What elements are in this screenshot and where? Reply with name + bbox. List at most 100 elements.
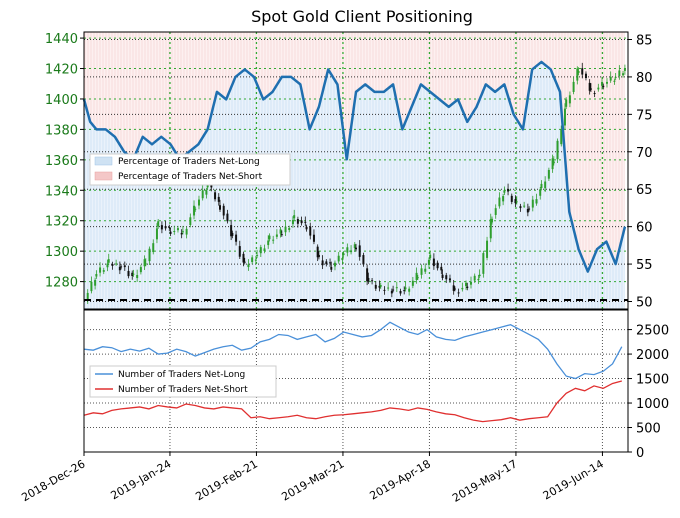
candle-body: [341, 257, 344, 261]
candle-body: [132, 273, 135, 275]
candle-body: [601, 81, 604, 86]
candle-body: [528, 208, 531, 210]
candle-body: [197, 199, 200, 206]
candle-body: [355, 247, 357, 250]
candle-body: [371, 280, 374, 282]
candle-body: [243, 261, 246, 263]
candle-body: [293, 215, 296, 219]
candle-body: [395, 287, 398, 289]
candle-body: [408, 288, 411, 292]
candle-body: [563, 108, 566, 126]
candle-body: [366, 268, 369, 282]
count-net-short-line: [83, 380, 622, 423]
candle-body: [404, 287, 407, 290]
count-tick-label: 1000: [636, 397, 669, 412]
candle-body: [210, 184, 213, 188]
candle-body: [279, 229, 282, 234]
candle-body: [572, 81, 575, 92]
candle-body: [284, 226, 287, 233]
date-tick-label: 2018-Dec-26: [19, 457, 87, 504]
candle-body: [111, 264, 114, 266]
candle-body: [457, 292, 460, 294]
candle-body: [623, 68, 626, 71]
candle-body: [514, 199, 517, 204]
candle-body: [256, 255, 259, 257]
candle-body: [378, 285, 381, 288]
candle-body: [155, 228, 158, 240]
candle-body: [353, 244, 356, 249]
candle-body: [205, 190, 208, 195]
candle-body: [144, 263, 147, 265]
candle-body: [486, 240, 489, 258]
candle-body: [148, 248, 151, 262]
date-tick-label: 2019-Feb-21: [193, 457, 260, 503]
count-tick-label: 2500: [636, 324, 669, 339]
candle-body: [503, 190, 506, 193]
candle-body: [374, 284, 377, 289]
date-tick-label: 2019-Apr-18: [368, 457, 433, 502]
candle-body: [436, 262, 439, 269]
candle-body: [535, 199, 538, 204]
pct-tick-label: 65: [636, 183, 653, 198]
gold-price-series: [86, 62, 626, 305]
price-tick-label: 1280: [45, 276, 78, 291]
date-axis: 2018-Dec-26 2019-Jan-24 2019-Feb-21 2019-Ma…: [19, 452, 606, 505]
candle-body: [469, 281, 472, 285]
price-axis: 1280 1300 1320 1340 1360 1380 1400 1420 1440: [45, 32, 84, 291]
candle-body: [164, 226, 167, 229]
candle-body: [160, 225, 163, 230]
candle-body: [609, 76, 612, 81]
candle-body: [494, 208, 497, 215]
candle-body: [275, 234, 278, 237]
candle-body: [131, 272, 134, 276]
candle-body: [411, 280, 414, 286]
candle-body: [169, 231, 172, 234]
top-panel-frame: [83, 31, 629, 310]
candle-body: [136, 274, 139, 279]
candle-body: [152, 243, 155, 253]
candle-body: [588, 82, 591, 91]
date-tick-label: 2019-May-17: [450, 457, 519, 505]
candle-body: [383, 289, 386, 291]
candle-body: [267, 240, 270, 246]
candle-body: [584, 73, 587, 79]
candle-body: [515, 201, 518, 203]
legend-label-net-long: Percentage of Traders Net-Long: [118, 157, 260, 167]
candle-body: [226, 213, 229, 222]
candle-body: [531, 199, 534, 208]
candle-body: [350, 250, 353, 253]
candle-body: [392, 289, 395, 291]
candle-body: [432, 258, 435, 267]
candle-body: [321, 260, 324, 266]
candle-body: [540, 183, 543, 189]
candle-body: [263, 248, 266, 251]
candle-body: [157, 221, 160, 227]
candle-body: [589, 88, 592, 90]
candle-body: [173, 230, 176, 232]
candle-body: [288, 227, 291, 231]
candle-body: [106, 263, 109, 268]
candle-body: [477, 278, 480, 281]
bottom-legend: Number of Traders Net-Long Number of Tra…: [89, 365, 277, 398]
candle-body: [478, 274, 481, 277]
candle-body: [568, 95, 571, 104]
candle-body: [222, 205, 225, 216]
pct-tick-label: 70: [636, 146, 653, 161]
candle-body: [556, 140, 559, 160]
candle-body: [102, 270, 105, 272]
pct-tick-label: 75: [636, 108, 653, 123]
candle-body: [577, 71, 580, 73]
candle-body: [552, 161, 555, 164]
candle-body: [379, 285, 382, 287]
date-tick-label: 2019-Jun-14: [541, 457, 606, 502]
candle-body: [230, 225, 233, 237]
candle-body: [193, 205, 196, 216]
candle-body: [424, 268, 427, 272]
candle-body: [429, 254, 432, 259]
candle-body: [461, 287, 464, 290]
trader-count-axis: 0 500 1000 1500 2000 2500: [628, 324, 669, 461]
candle-body: [296, 219, 299, 224]
candle-body: [99, 267, 102, 273]
candle-body: [176, 228, 179, 231]
